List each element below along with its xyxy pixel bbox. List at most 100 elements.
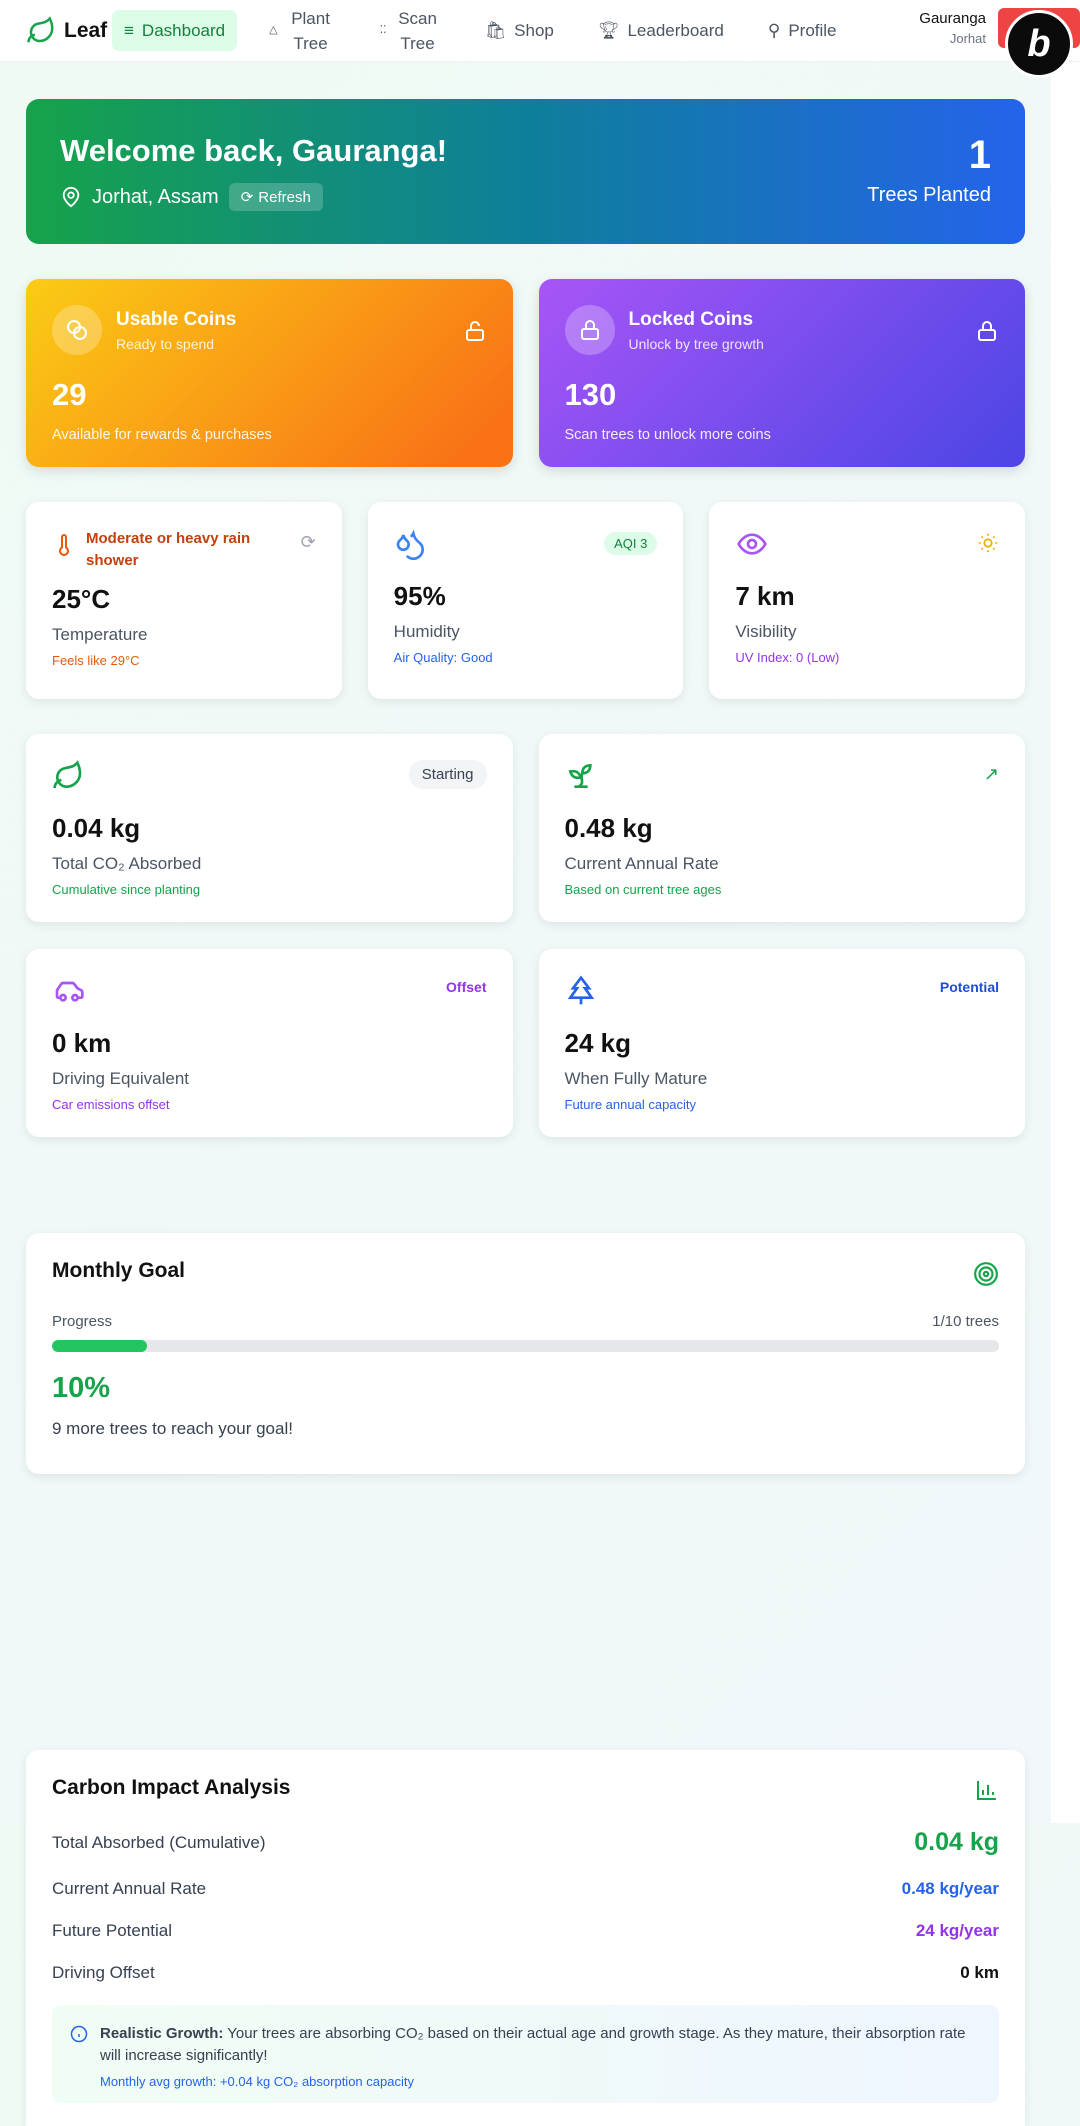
info-box: Realistic Growth: Your trees are absorbi… — [52, 2005, 999, 2103]
nav-dashboard[interactable]: ≡ Dashboard — [112, 10, 238, 51]
tree-icon — [567, 975, 594, 1005]
temp-value: 25°C — [52, 584, 111, 614]
target-icon — [974, 1262, 998, 1286]
welcome-banner: Welcome back, Gauranga! Jorhat, Assam ⟳ … — [26, 99, 1025, 244]
info-icon — [70, 2025, 88, 2043]
stat-label: Total CO₂ Absorbed — [52, 854, 202, 873]
analysis-row: Current Annual Rate 0.48 kg/year — [52, 1879, 999, 1899]
info-title: Realistic Growth: — [100, 2025, 224, 2042]
analysis-row: Future Potential 24 kg/year — [52, 1921, 999, 1941]
refresh-icon[interactable]: ⟳ — [300, 532, 316, 552]
trees-label: Trees Planted — [867, 184, 991, 206]
coin-title: Locked Coins — [628, 308, 754, 330]
nav-label: Dashboard — [141, 21, 226, 40]
row-label: Future Potential — [52, 1921, 173, 1940]
row-value: 0.48 kg/year — [901, 1879, 999, 1898]
nav-scan[interactable]: ⁚⁚ Scan Tree — [368, 0, 453, 64]
humidity-label: Humidity — [393, 622, 460, 641]
bolt-badge[interactable]: b — [1005, 10, 1073, 78]
annual-rate-card: ↗ 0.48 kg Current Annual Rate Based on c… — [538, 734, 1025, 922]
stat-value: 24 kg — [564, 1028, 632, 1058]
user-location: Jorhat — [949, 31, 986, 46]
icon: ⁚⁚ — [379, 24, 387, 36]
eye-icon — [737, 533, 768, 555]
icon: 🏆︎ — [597, 21, 620, 40]
stat-note: Car emissions offset — [52, 1097, 170, 1112]
analysis-row: Total Absorbed (Cumulative) 0.04 kg — [52, 1828, 999, 1857]
visibility-label: Visibility — [735, 622, 797, 641]
stats-row-2: Offset 0 km Driving Equivalent Car emiss… — [26, 949, 1025, 1137]
welcome-title: Welcome back, Gauranga! — [60, 133, 448, 168]
droplets-icon — [396, 529, 424, 561]
locked-coins-card: Locked Coins Unlock by tree growth 130 Sc… — [538, 279, 1025, 467]
nav-plant[interactable]: △ Plant Tree — [257, 0, 347, 64]
info-note: Monthly avg growth: +0.04 kg CO₂ absorpt… — [100, 2074, 414, 2089]
coins-row: Usable Coins Ready to spend 29 Available … — [26, 279, 1025, 467]
stat-note: Cumulative since planting — [52, 882, 201, 897]
nav-leaderboard[interactable]: 🏆︎ Leaderboard — [586, 10, 736, 51]
goal-percent: 10% — [52, 1372, 111, 1404]
brand-name: Leaf — [64, 18, 108, 42]
goal-count: 1/10 trees — [932, 1313, 999, 1330]
coins-icon — [52, 305, 102, 355]
visibility-note: UV Index: 0 (Low) — [735, 650, 840, 665]
humidity-value: 95% — [393, 581, 446, 611]
nav-label: Plant Tree — [291, 8, 330, 53]
driving-card: Offset 0 km Driving Equivalent Car emiss… — [26, 949, 513, 1137]
coin-note: Available for rewards & purchases — [52, 427, 272, 443]
progress-track — [52, 1340, 999, 1352]
temp-label: Temperature — [52, 625, 148, 644]
progress-fill — [52, 1340, 147, 1352]
progress-label: Progress — [52, 1313, 113, 1330]
lock-icon — [564, 305, 615, 355]
goal-title: Monthly Goal — [52, 1259, 185, 1282]
coin-amount: 29 — [52, 377, 87, 412]
location: Jorhat, Assam — [92, 185, 219, 208]
stat-note: Based on current tree ages — [564, 882, 722, 897]
visibility-value: 7 km — [735, 581, 795, 611]
humidity-card: AQI 3 95% Humidity Air Quality: Good — [367, 502, 684, 699]
refresh-label: Refresh — [258, 188, 311, 206]
lock-icon — [978, 321, 996, 341]
refresh-button[interactable]: ⟳ Refresh — [228, 183, 323, 211]
car-icon — [55, 981, 84, 1002]
temperature-card: Moderate or heavy rain shower ⟳ 25°C Tem… — [26, 502, 342, 699]
coin-amount: 130 — [564, 377, 617, 412]
aqi-badge: AQI 3 — [604, 532, 658, 555]
coin-subtitle: Ready to spend — [116, 335, 215, 352]
row-label: Current Annual Rate — [52, 1879, 207, 1898]
trees-count: 1 — [968, 133, 991, 177]
row-value: 0 km — [960, 1963, 999, 1982]
stat-value: 0.04 kg — [52, 813, 141, 843]
chart-icon — [977, 1781, 996, 1800]
sprout-icon — [568, 763, 592, 788]
icon: △ — [269, 24, 278, 36]
stat-value: 0.48 kg — [564, 813, 653, 843]
nav-label: Profile — [788, 21, 837, 40]
weather-condition: Moderate or heavy rain shower — [86, 530, 251, 569]
nav-shop[interactable]: 🛍︎ Shop — [473, 10, 566, 51]
info-text: Your trees are absorbing CO₂ based on th… — [100, 2025, 966, 2064]
temp-note: Feels like 29°C — [52, 653, 140, 668]
icon: ⚲ — [767, 21, 781, 40]
weather-row: Moderate or heavy rain shower ⟳ 25°C Tem… — [26, 502, 1026, 699]
location-row: Jorhat, Assam ⟳ Refresh — [60, 183, 991, 211]
nav-label: Scan Tree — [398, 8, 437, 53]
row-value: 0.04 kg — [914, 1828, 999, 1856]
leaf-icon — [27, 15, 54, 42]
nav-profile[interactable]: ⚲ Profile — [756, 10, 849, 51]
brand[interactable]: Leaf — [26, 15, 112, 46]
scrollbar-track — [1051, 62, 1080, 1823]
stat-value: 0 km — [52, 1028, 112, 1058]
stats-row-1: Starting 0.04 kg Total CO₂ Absorbed Cumu… — [26, 734, 1025, 922]
coin-subtitle: Unlock by tree growth — [628, 335, 764, 352]
usable-coins-card: Usable Coins Ready to spend 29 Available … — [26, 279, 513, 467]
icon: ≡ — [124, 21, 134, 40]
stat-note: Future annual capacity — [564, 1097, 697, 1112]
goal-message: 9 more trees to reach your goal! — [52, 1419, 293, 1438]
stat-label: Driving Equivalent — [52, 1069, 190, 1088]
user-name: Gauranga — [919, 10, 986, 27]
row-value: 24 kg/year — [915, 1921, 999, 1940]
stat-label: When Fully Mature — [564, 1069, 708, 1088]
